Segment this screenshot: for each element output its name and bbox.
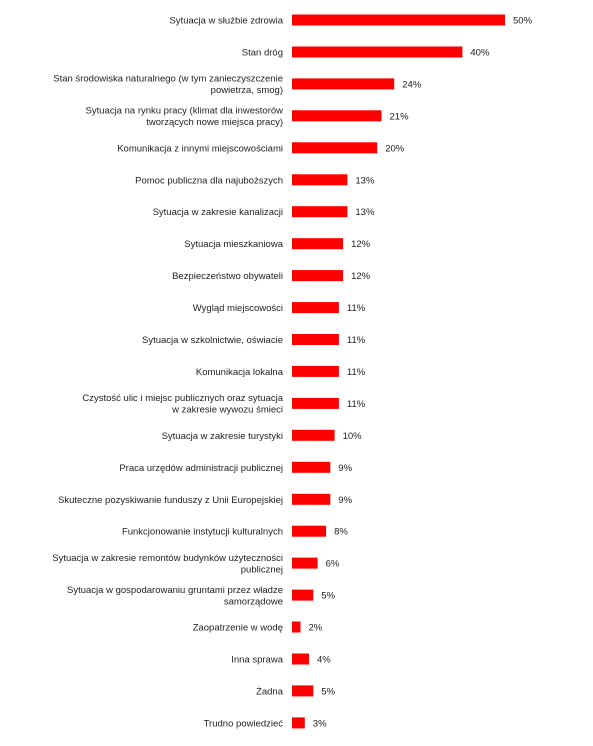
category-label: Trudno powiedzieć (204, 718, 284, 729)
category-label-line: Sytuacja w gospodarowaniu gruntami przez… (67, 585, 283, 596)
value-label: 6% (326, 559, 340, 570)
bar (292, 365, 339, 377)
bar (292, 557, 318, 569)
value-label: 12% (351, 239, 371, 250)
category-label-line: Trudno powiedzieć (204, 718, 284, 729)
bar (292, 14, 505, 26)
category-label-line: Skuteczne pozyskiwanie funduszy z Unii E… (58, 495, 283, 506)
value-label: 5% (321, 591, 335, 602)
category-label-line: powietrza, smog) (211, 85, 283, 96)
value-label: 40% (470, 48, 490, 59)
category-label-line: Sytuacja w szkolnictwie, oświacie (142, 335, 283, 346)
bar (292, 525, 327, 537)
value-label: 24% (402, 79, 422, 90)
category-label-line: Żadna (256, 686, 284, 697)
value-label: 10% (343, 431, 363, 442)
bar (292, 302, 339, 314)
bar (292, 238, 344, 250)
category-label-line: tworzących nowe miejsca pracy) (146, 117, 283, 128)
bar (292, 270, 344, 282)
category-label: Stan środowiska naturalnego (w tym zanie… (53, 74, 283, 97)
value-label: 9% (338, 495, 352, 506)
bar (292, 78, 395, 90)
bar (292, 397, 339, 409)
category-label-line: Komunikacja z innymi miejscowościami (117, 143, 283, 154)
category-label: Pomoc publiczna dla najuboższych (135, 175, 283, 186)
category-label: Bezpieczeństwo obywateli (172, 271, 283, 282)
category-label-line: Sytuacja na rynku pracy (klimat dla inwe… (86, 106, 284, 117)
category-label: Praca urzędów administracji publicznej (119, 463, 283, 474)
value-label: 11% (347, 303, 366, 314)
bar (292, 653, 309, 665)
category-label-line: Sytuacja w zakresie turystyki (162, 431, 283, 442)
category-label: Sytuacja w służbie zdrowia (169, 16, 283, 27)
bar (292, 685, 314, 697)
bar (292, 334, 339, 345)
category-label-line: Sytuacja w zakresie remontów budynków uż… (52, 553, 283, 564)
bar (292, 174, 348, 186)
category-label-line: Praca urzędów administracji publicznej (119, 463, 283, 474)
category-label-line: w zakresie wywozu śmieci (171, 405, 283, 416)
bar (292, 142, 378, 154)
category-label-line: Sytuacja w służbie zdrowia (169, 16, 283, 27)
category-label: Komunikacja lokalna (196, 367, 284, 378)
category-label: Skuteczne pozyskiwanie funduszy z Unii E… (58, 495, 283, 506)
category-label-line: Stan dróg (242, 48, 283, 59)
value-label: 3% (313, 718, 327, 729)
category-label-line: Sytuacja mieszkaniowa (184, 239, 283, 250)
category-label: Funkcjonowanie instytucji kulturalnych (122, 527, 283, 538)
category-label: Żadna (256, 686, 284, 697)
category-label-line: Stan środowiska naturalnego (w tym zanie… (53, 74, 283, 85)
value-label: 13% (355, 175, 375, 186)
category-label: Sytuacja w gospodarowaniu gruntami przez… (67, 585, 283, 608)
value-label: 13% (355, 207, 375, 218)
value-label: 20% (385, 143, 405, 154)
category-label-line: Pomoc publiczna dla najuboższych (135, 175, 283, 186)
value-label: 11% (347, 367, 366, 378)
value-label: 5% (321, 686, 335, 697)
category-label: Wygląd miejscowości (193, 303, 283, 314)
bar (292, 621, 301, 633)
value-label: 2% (309, 623, 323, 634)
category-label-line: publicznej (241, 564, 283, 575)
value-label: 21% (390, 111, 410, 122)
bar (292, 206, 348, 218)
category-label-line: Komunikacja lokalna (196, 367, 284, 378)
value-label: 4% (317, 655, 331, 666)
category-label: Czystość ulic i miejsc publicznych oraz … (82, 393, 283, 416)
category-label: Sytuacja w zakresie turystyki (162, 431, 283, 442)
category-label: Sytuacja w zakresie remontów budynków uż… (52, 553, 283, 576)
category-label-line: Sytuacja w zakresie kanalizacji (153, 207, 283, 218)
category-label: Inna sprawa (231, 655, 283, 666)
category-label-line: samorządowe (224, 596, 283, 607)
bar (292, 589, 314, 601)
bar (292, 429, 335, 441)
category-label-line: Bezpieczeństwo obywateli (172, 271, 283, 282)
category-label-line: Zaopatrzenie w wodę (193, 623, 283, 634)
value-label: 8% (334, 527, 348, 538)
category-label: Sytuacja w szkolnictwie, oświacie (142, 335, 283, 346)
category-label-line: Funkcjonowanie instytucji kulturalnych (122, 527, 283, 538)
value-label: 50% (513, 16, 533, 27)
category-label: Zaopatrzenie w wodę (193, 623, 283, 634)
category-label: Sytuacja na rynku pracy (klimat dla inwe… (86, 106, 284, 129)
bar (292, 493, 331, 505)
category-label: Sytuacja w zakresie kanalizacji (153, 207, 283, 218)
category-label-line: Czystość ulic i miejsc publicznych oraz … (82, 393, 283, 404)
category-label: Stan dróg (242, 48, 283, 59)
category-label: Sytuacja mieszkaniowa (184, 239, 283, 250)
value-label: 11% (347, 335, 366, 346)
bar (292, 110, 382, 122)
bar (292, 717, 305, 729)
value-label: 9% (338, 463, 352, 474)
bar (292, 46, 463, 58)
category-label-line: Wygląd miejscowości (193, 303, 283, 314)
bar (292, 461, 331, 473)
value-label: 12% (351, 271, 371, 282)
category-label: Komunikacja z innymi miejscowościami (117, 143, 283, 154)
value-label: 11% (347, 399, 366, 410)
category-label-line: Inna sprawa (231, 655, 283, 666)
